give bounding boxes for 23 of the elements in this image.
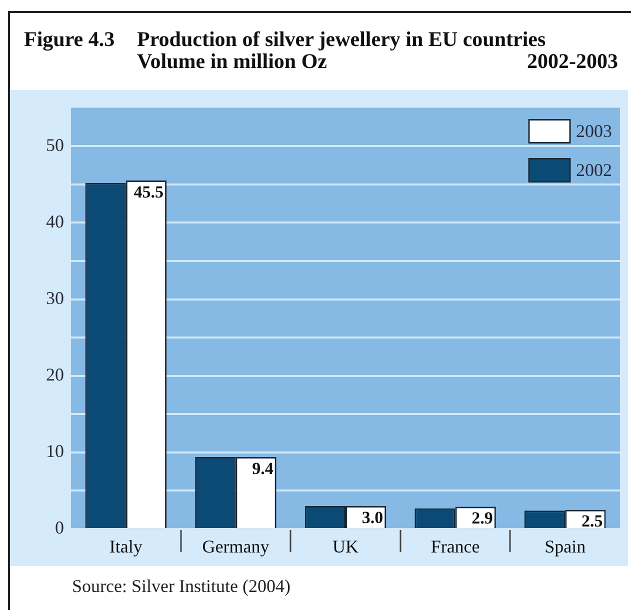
legend-label: 2003 bbox=[576, 121, 612, 142]
chart-subtitle: Volume in million Oz bbox=[137, 49, 327, 73]
caption: Figure 4.3 bbox=[24, 27, 115, 51]
data-label: 3.0 bbox=[362, 508, 384, 527]
y-tick-label: 0 bbox=[55, 518, 64, 538]
y-tick-label: 40 bbox=[46, 211, 64, 232]
x-tick-label: France bbox=[430, 536, 480, 557]
chart-title: Production of silver jewellery in EU countries bbox=[137, 27, 547, 51]
text: 2002-2003 bbox=[527, 49, 618, 73]
x-tick-label: UK bbox=[332, 536, 358, 557]
data-label: 2.9 bbox=[472, 508, 493, 528]
y-tick-label: 50 bbox=[46, 134, 64, 155]
source-note: Source: Silver Institute (2004) bbox=[72, 576, 290, 597]
data-label: 9.4 bbox=[252, 458, 274, 478]
legend-label: 2002 bbox=[576, 160, 612, 180]
x-tick-label: Italy bbox=[109, 536, 142, 557]
y-tick-label: 10 bbox=[46, 441, 64, 462]
data-label: 45.5 bbox=[134, 182, 164, 202]
y-tick-label: 30 bbox=[46, 288, 64, 308]
data-label: 2.5 bbox=[581, 512, 603, 531]
x-tick-label: Spain bbox=[544, 536, 586, 557]
x-tick-label: Germany bbox=[202, 536, 270, 557]
y-tick-label: 20 bbox=[46, 364, 64, 385]
